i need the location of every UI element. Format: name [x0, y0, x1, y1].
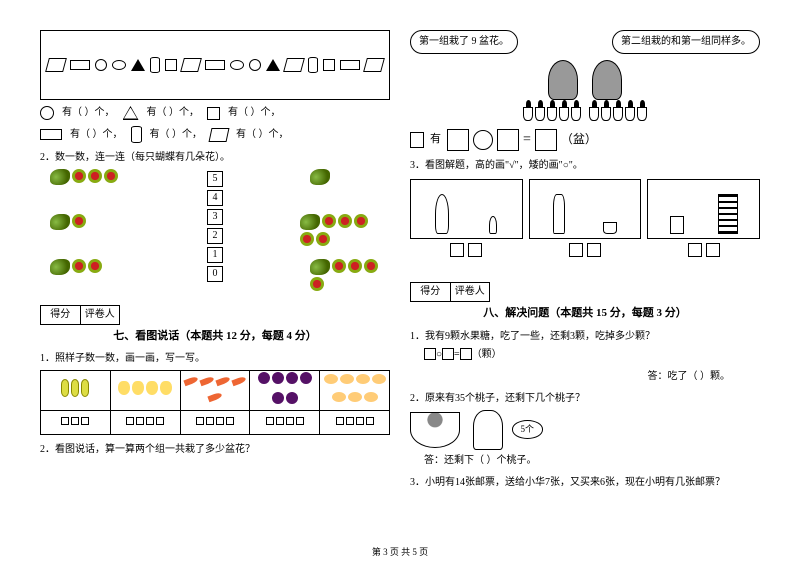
q7-1-text: 1．照样子数一数，画一画，写一写。	[40, 352, 390, 366]
cluster	[50, 214, 120, 230]
eq-op-circle	[473, 130, 493, 150]
ans-cell	[250, 411, 320, 435]
circle-count-label: 有（ ）个，	[62, 106, 115, 120]
grader-label: 评卷人	[451, 283, 490, 301]
count-draw-table	[40, 370, 390, 435]
cell-egg	[320, 371, 390, 411]
grader-label: 评卷人	[81, 306, 120, 324]
triangle-count-label: 有（ ）个，	[147, 106, 200, 120]
kid-icon	[592, 60, 622, 100]
square-count-label: 有（ ）个，	[228, 106, 281, 120]
ans-cell	[110, 411, 180, 435]
triangle-icon	[123, 106, 139, 120]
shape-count-row-1: 有（ ）个， 有（ ）个， 有（ ）个，	[40, 106, 390, 120]
cmp-trees	[410, 179, 523, 239]
cube-has-label: 有	[430, 132, 441, 147]
num-box: 4	[207, 190, 223, 206]
cell-pear	[110, 371, 180, 411]
cell-berry	[250, 371, 320, 411]
cell-carrot	[180, 371, 250, 411]
num-box: 5	[207, 171, 223, 187]
cluster	[50, 259, 120, 275]
ans-cell	[320, 411, 390, 435]
ans-cell	[41, 411, 111, 435]
score-label: 得分	[41, 306, 81, 324]
square-icon	[207, 107, 220, 120]
speech-bubble-right: 第二组栽的和第一组同样多。	[612, 30, 760, 54]
speech-bubble-left: 第一组栽了 9 盆花。	[410, 30, 518, 54]
eq-box	[447, 129, 469, 151]
score-box: 得分 评卷人	[40, 305, 120, 325]
cylinder-icon	[131, 126, 142, 143]
num-box: 1	[207, 247, 223, 263]
peach-count-label: 5个	[512, 420, 544, 439]
boy-icon	[473, 410, 503, 450]
num-box: 3	[207, 209, 223, 225]
pots-row	[410, 107, 760, 126]
kids-illustration	[410, 60, 760, 105]
circle-icon	[40, 106, 54, 120]
compare-row	[410, 179, 760, 239]
cluster	[310, 259, 380, 291]
equation-row: = （盆）	[447, 129, 597, 151]
q7-2-text: 2．看图说话，算一算两个组一共栽了多少盆花？	[40, 443, 390, 457]
cluster	[50, 169, 120, 185]
cell-corn	[41, 371, 111, 411]
butterfly-match-area: 5 4 3 2 1 0	[40, 169, 390, 299]
q8-1-text: 1．我有9颗水果糖，吃了一些，还剩3颗，吃掉多少颗？	[410, 330, 760, 344]
eq-box	[535, 129, 557, 151]
cluster	[300, 214, 380, 246]
basket-icon	[410, 412, 460, 448]
cmp-thermos	[529, 179, 642, 239]
page-footer: 第 3 页 共 5 页	[0, 546, 800, 559]
section-8-title: 八、解决问题（本题共 15 分，每题 3 分）	[410, 306, 760, 321]
q3-text: 3．看图解题，高的画"√"，矮的画"○"。	[410, 159, 760, 173]
shapes-collection-box	[40, 30, 390, 100]
rect-icon	[40, 129, 62, 140]
num-box: 2	[207, 228, 223, 244]
cube-icon	[410, 132, 424, 148]
number-col: 5 4 3 2 1 0	[207, 171, 223, 282]
cmp-buildings	[647, 179, 760, 239]
cuboid-count-label: 有（ ）个，	[236, 128, 289, 142]
cluster	[310, 169, 380, 185]
q2-text: 2．数一数，连一连（每只蝴蝶有几朵花）。	[40, 151, 390, 165]
q8-1-eq: ○=（颗）	[424, 348, 760, 362]
q8-2-text: 2．原来有35个桃子，还剩下几个桃子？	[410, 392, 760, 406]
q8-3-text: 3．小明有14张邮票，送给小华7张，又买来6张，现在小明有几张邮票？	[410, 476, 760, 490]
shape-count-row-2: 有（ ）个， 有（ ）个， 有（ ）个，	[40, 126, 390, 143]
cylinder-count-label: 有（ ）个，	[150, 128, 203, 142]
q8-2-answer: 答：还剩下（ ）个桃子。	[424, 454, 760, 468]
score-label: 得分	[411, 283, 451, 301]
ans-cell	[180, 411, 250, 435]
eq-unit: （盆）	[561, 131, 597, 148]
q8-1-answer: 答：吃了（ ）颗。	[424, 370, 760, 384]
score-box: 得分 评卷人	[410, 282, 490, 302]
num-box: 0	[207, 266, 223, 282]
eq-box	[497, 129, 519, 151]
cuboid-icon	[209, 128, 230, 142]
kid-icon	[548, 60, 578, 100]
rect-count-label: 有（ ）个，	[70, 128, 123, 142]
section-7-title: 七、看图说话（本题共 12 分，每题 4 分）	[40, 329, 390, 344]
